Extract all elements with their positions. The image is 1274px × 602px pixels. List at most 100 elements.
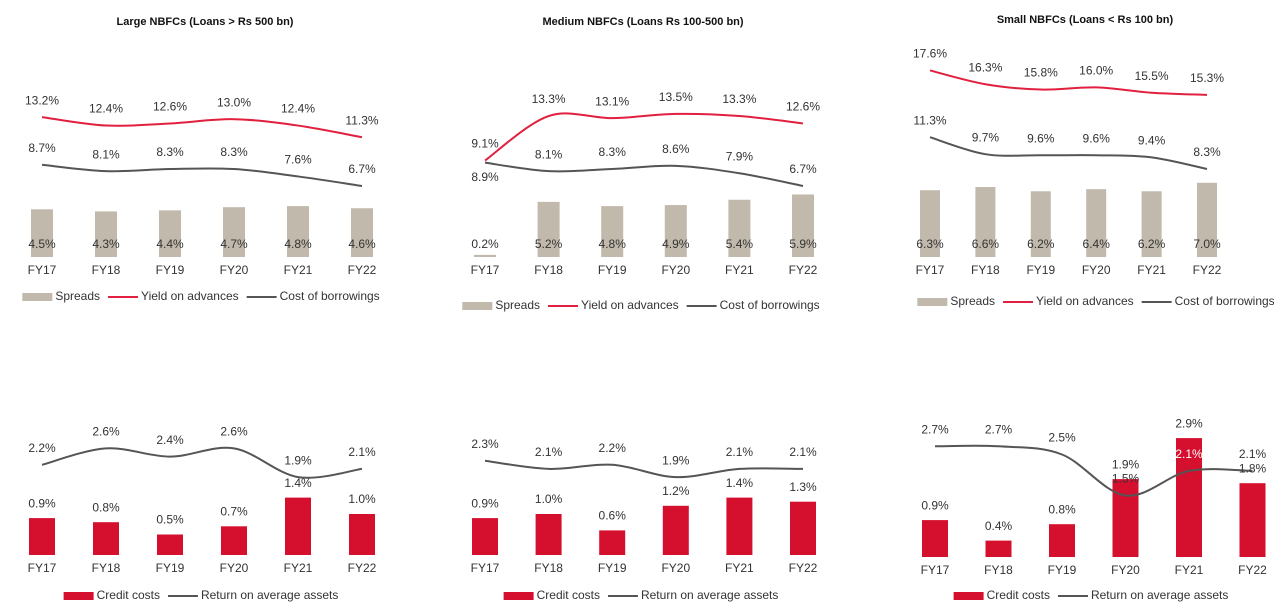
bar [1197,182,1217,257]
line [41,163,363,187]
data-label: 16.3% [968,60,1002,74]
x-tick-label: FY19 [598,561,627,575]
data-label: 12.6% [153,100,187,114]
legend-label: Spreads [55,289,100,303]
data-label: 2.1% [1175,447,1203,461]
data-labels: 2.2% 2.6% 2.4% 2.6% 1.9% 2.1% 0.9% 0.8% 0.5% 0.7%… [28,425,376,527]
bar [93,522,119,555]
legend-label: Return on average assets [1091,588,1228,602]
x-tick-label: FY21 [1137,263,1166,277]
data-label: 4.5% [28,237,56,251]
chart: Medium NBFCs (Loans Rs 100-500 bn) FY17 FY… [471,16,818,277]
data-label: 9.4% [1138,134,1166,148]
data-label: 0.7% [220,504,248,518]
bar [537,201,560,257]
x-tick-label: FY18 [984,563,1013,577]
x-tick-label: FY22 [789,263,818,277]
data-label: 2.9% [1175,416,1203,430]
data-label: 7.0% [1193,237,1221,251]
legend: Credit costs Return on average assets [63,588,338,602]
data-label: 13.3% [532,92,566,106]
data-label: 4.9% [662,237,690,251]
bar [728,199,751,257]
bar [1141,191,1162,257]
legend-label: Cost of borrowings [1175,294,1274,308]
data-label: 4.8% [284,237,312,251]
data-label: 6.7% [789,162,817,176]
x-tick-label: FY21 [284,561,313,575]
x-tick-label: FY17 [921,563,950,577]
data-label: 13.2% [25,93,59,107]
data-labels: 9.1% 13.3% 13.1% 13.5% 13.3% 12.6% 8.9% 8.1% 8.3… [471,90,820,251]
data-label: 2.7% [985,422,1013,436]
bar [31,209,53,257]
data-label: 2.6% [92,425,120,439]
data-label: 1.9% [284,453,312,467]
legend: Spreads Yield on advances Cost of borrowin… [917,294,1274,308]
line [41,116,363,139]
data-label: 1.5% [1112,472,1140,486]
data-label: 1.9% [1112,457,1140,471]
data-label: 1.8% [1239,461,1267,475]
x-tick-label: FY18 [92,561,121,575]
data-label: 6.2% [1027,237,1055,251]
data-label: 2.1% [789,445,817,459]
bar [599,530,626,555]
bar [726,497,753,555]
data-label: 0.2% [471,237,499,251]
x-tick-label: FY21 [1175,563,1204,577]
line [929,136,1208,170]
bar [1030,191,1051,257]
line [484,161,804,187]
bar [535,514,562,555]
data-label: 1.0% [348,492,376,506]
x-tick-label: FY21 [725,263,754,277]
data-label: 2.6% [220,425,248,439]
data-label: 8.7% [28,141,56,155]
legend-label: Yield on advances [581,298,679,312]
legend: Spreads Yield on advances Cost of borrowin… [462,298,820,312]
data-label: 0.9% [28,496,56,510]
bar [221,526,247,555]
data-label: 1.3% [789,480,817,494]
data-label: 2.1% [726,445,754,459]
data-label: 2.3% [471,437,499,451]
x-tick-label: FY17 [471,561,500,575]
x-tick-label: FY19 [156,561,185,575]
chart-title: Large NBFCs (Loans > Rs 500 bn) [117,16,294,28]
data-label: 1.4% [726,476,754,490]
data-label: 0.8% [92,500,120,514]
data-label: 12.4% [89,102,123,116]
bar [157,534,183,555]
x-tick-label: FY20 [1082,263,1111,277]
bar [223,207,245,257]
data-label: 16.0% [1079,64,1113,78]
legend-swatch [22,293,53,301]
legend: Credit costs Return on average assets [953,588,1228,602]
data-label: 5.9% [789,237,817,251]
data-label: 4.8% [599,237,627,251]
data-label: 6.6% [972,237,1000,251]
data-label: 7.6% [284,153,312,167]
legend-label: Spreads [495,298,540,312]
data-labels: 17.6% 16.3% 15.8% 16.0% 15.5% 15.3% 11.3% 9.7% 9… [913,47,1224,252]
data-label: 4.6% [348,237,376,251]
bar [920,190,940,257]
bar [349,514,375,555]
bar [985,540,1012,557]
data-label: 8.1% [535,147,563,161]
data-label: 2.1% [348,445,376,459]
data-label: 4.3% [92,237,120,251]
data-label: 1.9% [662,453,690,467]
line [41,446,363,479]
data-label: 7.9% [726,149,754,163]
x-tick-label: FY18 [971,263,1000,277]
data-label: 0.9% [921,498,949,512]
chart: Large NBFCs (Loans > Rs 500 bn) FY17 FY18 F… [28,16,377,277]
line [934,444,1253,497]
data-label: 6.2% [1138,237,1166,251]
data-label: 9.6% [1083,131,1111,145]
x-tick-label: FY22 [1193,263,1222,277]
x-tick-label: FY18 [92,263,121,277]
